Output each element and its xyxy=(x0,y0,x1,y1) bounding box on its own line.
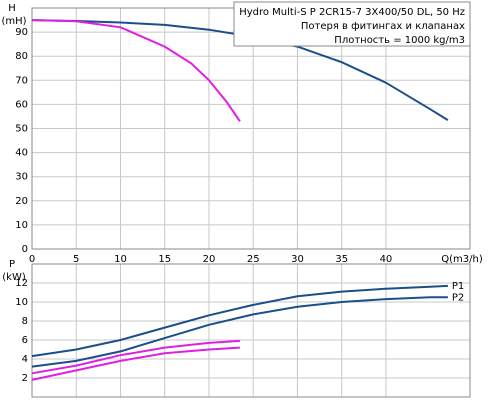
x-tick-label: 15 xyxy=(158,254,171,265)
annotation: Потеря в фитингах и клапанах xyxy=(301,21,465,32)
y-tick-label: 60 xyxy=(15,99,28,110)
y-tick-label: 20 xyxy=(15,196,28,207)
x-tick-label: 30 xyxy=(291,254,304,265)
x-tick-label: 20 xyxy=(203,254,216,265)
series-line xyxy=(31,284,448,358)
series-line xyxy=(31,346,240,381)
x-tick-label: 40 xyxy=(380,254,393,265)
y-tick-label: 2 xyxy=(22,373,28,384)
y-tick-label: 90 xyxy=(15,27,28,38)
annotation: Плотность = 1000 kg/m3 xyxy=(334,35,465,46)
x-axis-label: Q(m3/h) xyxy=(441,254,483,265)
series-line xyxy=(31,19,241,122)
series-line xyxy=(31,339,240,375)
x-tick-label: 25 xyxy=(247,254,260,265)
y-tick-label: 4 xyxy=(22,354,28,365)
y-axis-label: P xyxy=(9,259,15,270)
y-tick-label: 80 xyxy=(15,51,28,62)
y-tick-label: 30 xyxy=(15,172,28,183)
y-tick-label: 10 xyxy=(15,297,28,308)
series-line xyxy=(31,296,448,368)
y-tick-label: 10 xyxy=(15,220,28,231)
y-axis-label: H xyxy=(8,3,16,14)
y-axis-unit: (kW) xyxy=(2,272,26,283)
legend-box xyxy=(233,1,471,47)
y-tick-label: 70 xyxy=(15,75,28,86)
y-axis-unit: (mH) xyxy=(1,16,26,27)
y-tick-label: 8 xyxy=(22,316,28,327)
x-tick-label: 0 xyxy=(29,254,35,265)
x-tick-label: 5 xyxy=(73,254,79,265)
x-tick-label: 10 xyxy=(114,254,127,265)
y-tick-label: 0 xyxy=(22,244,28,255)
series-label: P2 xyxy=(452,292,464,303)
annotation: Hydro Multi-S P 2CR15-7 3X400/50 DL, 50 … xyxy=(239,7,465,18)
plot-frame xyxy=(31,263,471,398)
y-tick-label: 6 xyxy=(22,335,28,346)
y-tick-label: 12 xyxy=(15,278,28,289)
y-tick-label: 50 xyxy=(15,124,28,135)
series-label: P1 xyxy=(452,281,464,292)
y-tick-label: 40 xyxy=(15,148,28,159)
x-tick-label: 35 xyxy=(335,254,348,265)
